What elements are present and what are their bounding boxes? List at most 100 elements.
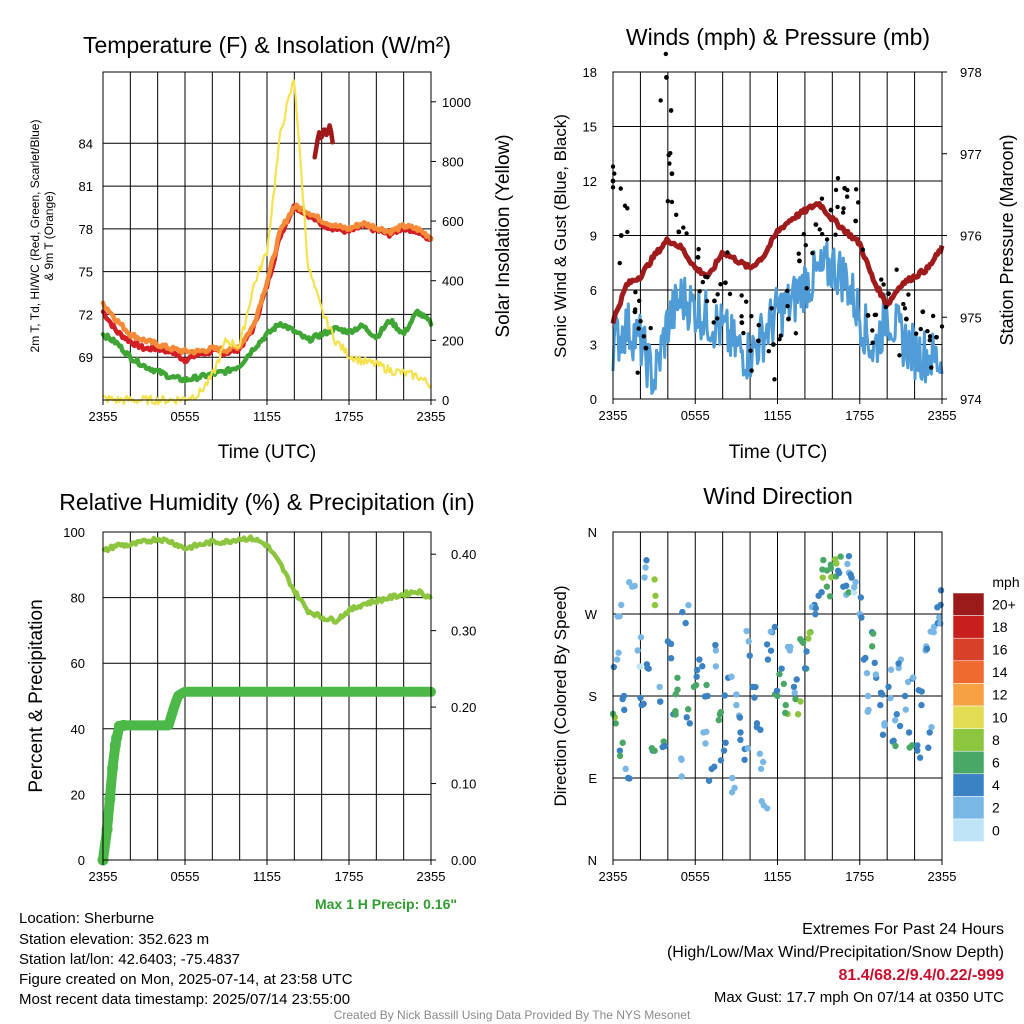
direction-point	[722, 739, 729, 746]
direction-point	[677, 755, 685, 762]
gust-point	[739, 293, 744, 298]
direction-point	[672, 691, 679, 698]
colorbar-swatch	[952, 683, 985, 707]
extremes-title: Extremes For Past 24 Hours	[802, 921, 1004, 938]
direction-point	[837, 553, 844, 560]
direction-point	[652, 592, 659, 599]
gust-point	[927, 337, 932, 343]
gust-point	[723, 280, 728, 286]
humidity-panel-title: Relative Humidity (%) & Precipitation (i…	[59, 489, 474, 515]
direction-point	[892, 742, 899, 750]
direction-point	[864, 692, 872, 700]
gust-point	[695, 254, 701, 260]
gust-point	[625, 229, 630, 235]
gust-point	[658, 98, 663, 103]
direction-point	[693, 673, 700, 680]
precip-point	[107, 762, 119, 774]
direction-point	[937, 620, 944, 627]
series-line-station-pressure	[610, 201, 945, 325]
gust-point	[739, 320, 745, 326]
direction-point	[851, 583, 858, 591]
speed-colorbar: 20+ 18 16 14 12 10 8 6 4 2 0	[952, 592, 1016, 842]
gust-point	[715, 292, 720, 297]
gust-point	[772, 377, 777, 382]
temperature-y-tick-label: 72	[79, 307, 93, 322]
direction-point	[610, 663, 618, 671]
colorbar-swatch	[952, 728, 985, 752]
direction-point	[643, 557, 650, 564]
gust-point	[769, 306, 774, 311]
direction-point	[715, 716, 723, 724]
wind-y-tick-label: 18	[583, 65, 597, 80]
direction-point	[887, 666, 895, 673]
gust-point	[835, 175, 841, 181]
gust-point	[618, 186, 623, 191]
humidity-y-tick-label: 20	[71, 787, 85, 802]
gust-point	[841, 206, 846, 211]
footer-latlon: Station lat/lon: 42.6403; -75.4837	[19, 951, 240, 968]
gust-point	[718, 282, 723, 287]
direction-point	[928, 723, 935, 731]
gust-point	[902, 306, 908, 311]
gust-point	[870, 328, 875, 333]
temperature-y-tick-label: 75	[79, 265, 93, 280]
direction-point	[640, 700, 647, 708]
direction-point	[636, 663, 644, 670]
direction-point	[672, 711, 679, 718]
gust-point	[638, 319, 643, 324]
direction-point	[616, 747, 624, 754]
direction-point	[793, 676, 800, 683]
colorbar-swatch	[952, 818, 985, 842]
direction-point	[758, 798, 765, 805]
direction-point	[935, 614, 943, 621]
gust-point	[664, 75, 669, 80]
direction-point	[834, 567, 842, 574]
gust-point	[796, 251, 801, 256]
direction-point	[712, 663, 720, 670]
gust-point	[674, 212, 679, 217]
precip-y-tick-label: 0.40	[451, 547, 476, 562]
precip-point	[101, 823, 113, 835]
direction-point	[782, 709, 789, 717]
temperature-panel-title: Temperature (F) & Insolation (W/m²)	[83, 32, 451, 58]
direction-point	[896, 722, 904, 730]
direction-point	[736, 714, 744, 721]
direction-point	[895, 660, 902, 667]
colorbar-label: 14	[992, 664, 1008, 680]
direction-point	[895, 664, 902, 672]
direction-panel-title: Wind Direction	[703, 483, 853, 509]
direction-point	[741, 756, 748, 763]
direction-point	[717, 708, 725, 716]
gust-point	[633, 290, 638, 295]
direction-point	[845, 589, 852, 596]
humidity-y-tick-label: 100	[63, 525, 85, 540]
series-line-insolation-yellow-	[101, 79, 433, 406]
direction-point	[865, 706, 872, 714]
direction-point	[756, 750, 764, 757]
direction-point	[637, 694, 644, 702]
direction-point	[651, 601, 659, 609]
direction-point	[893, 711, 900, 718]
direction-point	[857, 594, 865, 601]
gust-point	[704, 298, 710, 304]
gust-point	[667, 161, 672, 166]
direction-point	[614, 613, 622, 620]
wind-y-tick-label: 12	[583, 174, 597, 189]
gust-point	[696, 246, 701, 252]
direction-point	[659, 743, 666, 751]
direction-point	[916, 754, 924, 761]
gust-point	[901, 301, 906, 307]
pressure-y-tick-label: 976	[960, 229, 982, 244]
direction-x-tick-label: 2355	[928, 869, 957, 884]
gust-point	[770, 342, 776, 347]
direction-point	[651, 576, 658, 583]
precip-y-tick-label: 0.20	[451, 700, 476, 715]
gust-point	[633, 307, 638, 312]
direction-point	[925, 744, 932, 751]
gust-point	[700, 279, 706, 285]
direction-point	[618, 601, 625, 609]
direction-point	[833, 560, 840, 567]
insolation-y-tick-label: 1000	[442, 95, 471, 110]
direction-point	[674, 674, 681, 681]
